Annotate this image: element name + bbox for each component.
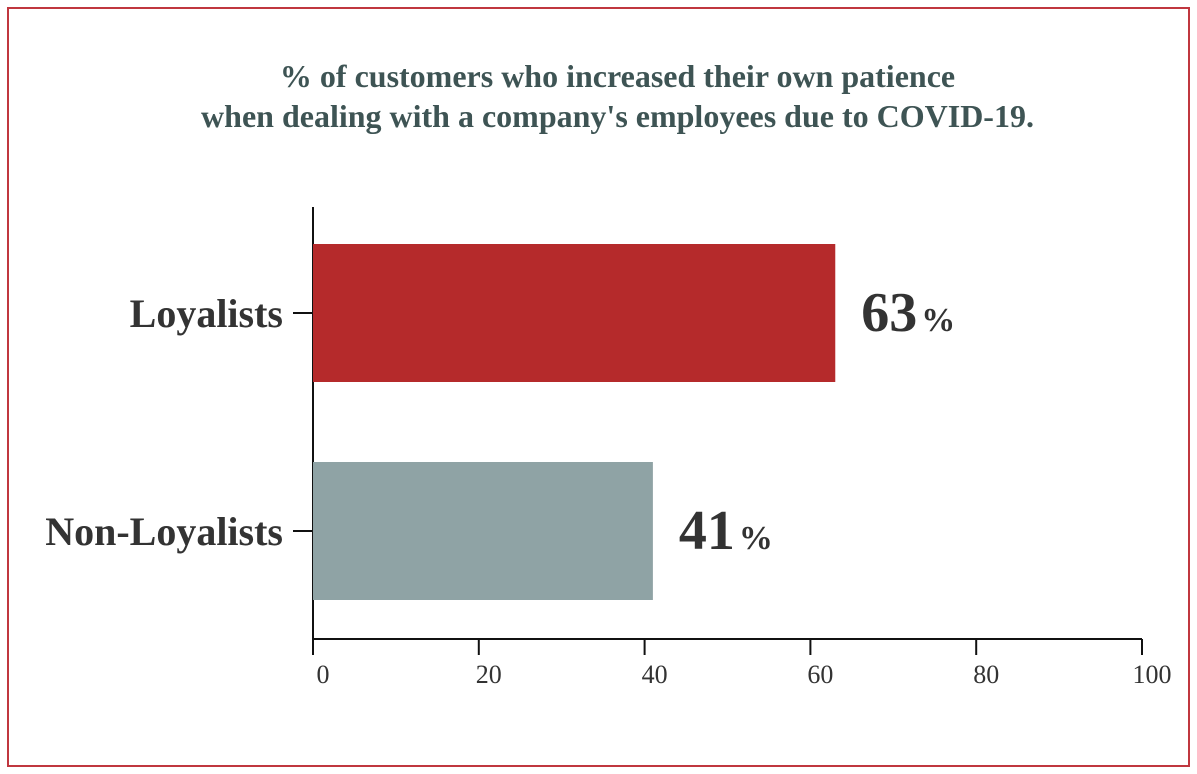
- data-label-unit: %: [921, 302, 955, 339]
- chart-title-line-1: % of customers who increased their own p…: [279, 58, 956, 94]
- data-label-unit: %: [739, 520, 773, 557]
- chart-frame: [7, 7, 1190, 767]
- data-label-number: 63: [861, 282, 917, 344]
- chart-title: % of customers who increased their own p…: [0, 56, 1197, 136]
- bar-non-loyalists: [313, 462, 653, 600]
- bar-loyalists: [313, 244, 836, 382]
- data-label-number: 41: [679, 500, 735, 562]
- x-tick-label: 60: [807, 660, 833, 689]
- category-label: Non-Loyalists: [45, 509, 283, 554]
- x-tick-label: 80: [973, 660, 999, 689]
- data-label: 63%: [861, 282, 955, 344]
- data-label: 41%: [679, 500, 773, 562]
- x-tick-label: 100: [1133, 660, 1172, 689]
- x-tick-label: 0: [317, 660, 330, 689]
- x-tick-label: 40: [642, 660, 668, 689]
- category-label: Loyalists: [130, 291, 283, 336]
- x-tick-label: 20: [476, 660, 502, 689]
- chart-title-line-2: when dealing with a company's employees …: [201, 98, 1034, 134]
